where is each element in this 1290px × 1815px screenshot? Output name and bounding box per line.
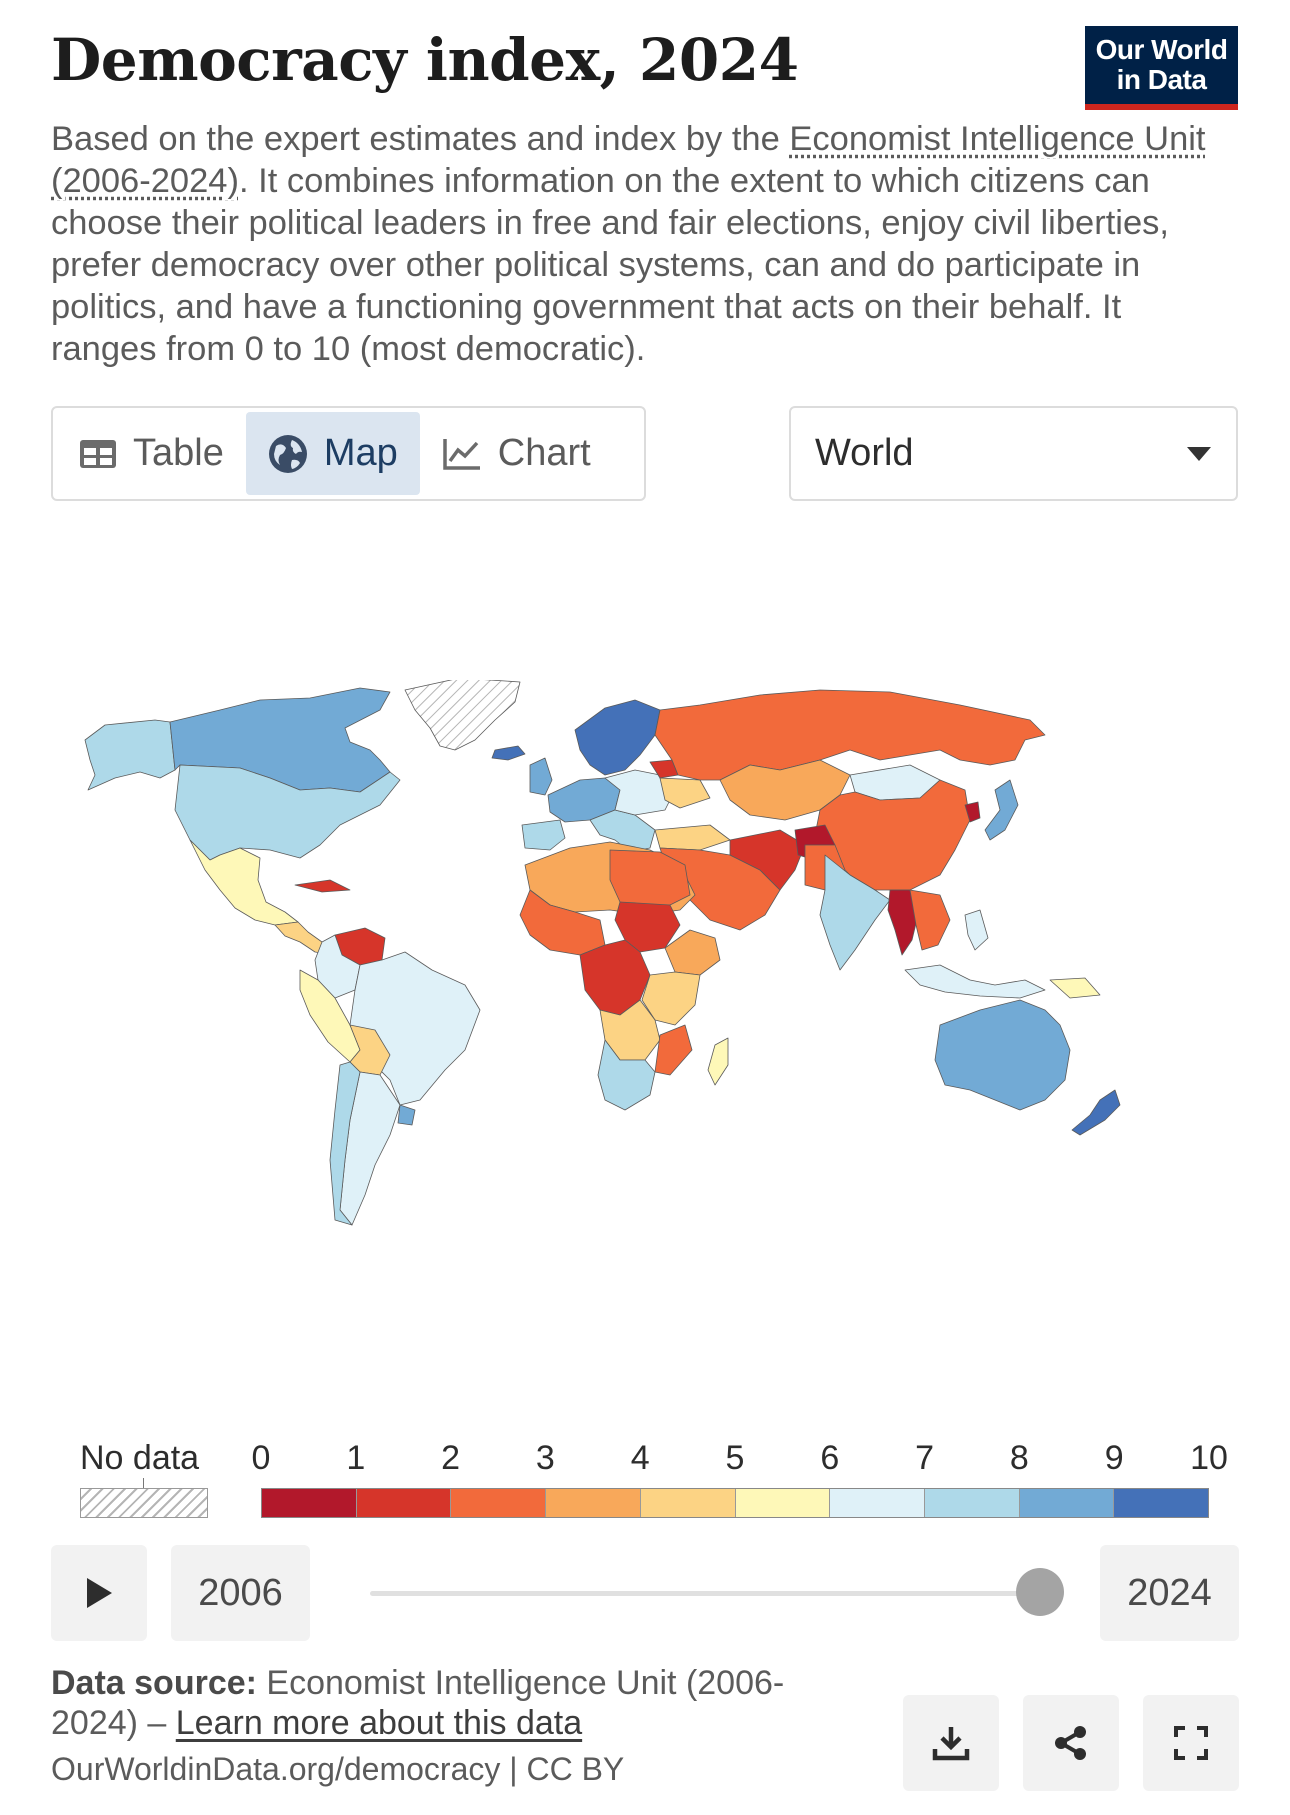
country-ukraine[interactable] [659, 777, 711, 809]
source-link[interactable]: Economist Intelligence Unit (2006-2024) [51, 120, 1206, 200]
scale-bin-4[interactable] [640, 1489, 736, 1517]
play-button[interactable] [51, 1545, 147, 1641]
tab-table[interactable]: Table [57, 412, 246, 495]
share-button[interactable] [1023, 1695, 1119, 1791]
country-new-zealand[interactable] [1071, 1089, 1121, 1136]
country-india[interactable] [819, 854, 891, 971]
scale-bin-1[interactable] [356, 1489, 452, 1517]
scale-tick-label: 3 [535, 1439, 555, 1477]
subtitle-text-1: Based on the expert estimates and index … [51, 120, 790, 158]
world-map[interactable] [60, 680, 1180, 1240]
no-data-tick [143, 1478, 144, 1488]
scale-tick-label: 0 [251, 1439, 271, 1477]
scale-tick-label: 4 [630, 1439, 650, 1477]
data-source: Data source: Economist Intelligence Unit… [51, 1663, 851, 1743]
fullscreen-button[interactable] [1143, 1695, 1239, 1791]
end-year-button[interactable]: 2024 [1100, 1545, 1239, 1641]
scale-tick-label: 10 [1190, 1439, 1228, 1477]
logo-line-1: Our World [1095, 34, 1228, 65]
country-scandinavia[interactable] [574, 699, 661, 776]
color-scale [261, 1488, 1209, 1518]
country-chile[interactable] [329, 1061, 361, 1226]
country-spain[interactable] [521, 819, 566, 851]
country-madagascar[interactable] [707, 1037, 729, 1086]
page-title: Democracy index, 2024 [51, 26, 799, 94]
country-philippines[interactable] [964, 909, 989, 951]
share-icon [1055, 1726, 1086, 1760]
owid-logo[interactable]: Our World in Data [1085, 26, 1238, 110]
view-tabs: Table Map Chart [51, 406, 646, 501]
tab-chart-label: Chart [497, 432, 591, 474]
fullscreen-icon [1174, 1726, 1208, 1760]
tab-map[interactable]: Map [245, 412, 420, 495]
scale-bin-2[interactable] [451, 1489, 547, 1517]
caret-down-icon [1187, 446, 1211, 461]
region-southern-africa[interactable] [597, 1039, 656, 1111]
tab-table-label: Table [133, 432, 224, 474]
region-select-value: World [815, 432, 914, 474]
scale-tick-label: 8 [1009, 1439, 1029, 1477]
globe-icon [268, 434, 307, 473]
scale-bin-6[interactable] [830, 1489, 925, 1517]
country-turkey[interactable] [654, 824, 731, 851]
region-central-africa[interactable] [579, 939, 651, 1016]
country-papua-new-guinea[interactable] [1049, 977, 1101, 999]
country-australia[interactable] [934, 999, 1071, 1111]
country-japan[interactable] [984, 779, 1019, 841]
logo-line-2: in Data [1116, 64, 1207, 95]
region-indonesia[interactable] [904, 964, 1046, 999]
data-source-label: Data source: [51, 1664, 257, 1702]
subtitle-text-2: . It combines information on the extent … [51, 162, 1169, 368]
scale-bin-9[interactable] [1114, 1489, 1209, 1517]
line-chart-icon [443, 438, 480, 470]
country-uk[interactable] [529, 757, 553, 796]
scale-bin-8[interactable] [1019, 1489, 1115, 1517]
timeline-slider-track[interactable] [370, 1591, 1040, 1596]
learn-more-link[interactable]: Learn more about this data [175, 1704, 583, 1742]
country-mozambique[interactable] [654, 1024, 693, 1076]
region-east-africa[interactable] [641, 971, 701, 1026]
logo-accent-bar [1085, 104, 1238, 110]
tab-chart[interactable]: Chart [420, 412, 613, 495]
scale-tick-label: 6 [820, 1439, 840, 1477]
play-icon [87, 1578, 112, 1608]
no-data-label: No data [80, 1439, 200, 1477]
country-ethiopia[interactable] [664, 929, 721, 976]
scale-tick-label: 9 [1104, 1439, 1124, 1477]
country-greenland[interactable] [404, 680, 521, 751]
footer: Data source: Economist Intelligence Unit… [51, 1663, 851, 1789]
country-cuba[interactable] [294, 879, 351, 893]
timeline-controls: 2006 2024 [0, 1545, 1290, 1641]
scale-tick-label: 1 [346, 1439, 366, 1477]
country-iran[interactable] [729, 829, 806, 891]
map-legend: No data 0 1 2 3 4 5 6 7 8 9 10 [0, 1425, 1290, 1525]
download-button[interactable] [903, 1695, 999, 1791]
table-icon [80, 439, 116, 468]
data-source-text: Economist Intelligence Unit (2006-2024) … [51, 1664, 785, 1742]
country-mexico[interactable] [189, 839, 299, 926]
country-alaska[interactable] [84, 719, 176, 791]
scale-tick-label: 5 [725, 1439, 745, 1477]
no-data-swatch[interactable] [80, 1488, 208, 1518]
scale-bin-7[interactable] [924, 1489, 1020, 1517]
download-icon [932, 1727, 970, 1761]
country-sudan[interactable] [614, 901, 681, 953]
country-north-korea[interactable] [964, 801, 981, 823]
subtitle: Based on the expert estimates and index … [51, 118, 1231, 370]
scale-bin-3[interactable] [546, 1489, 641, 1517]
scale-bin-0[interactable] [262, 1489, 357, 1517]
timeline-slider-thumb[interactable] [1016, 1568, 1064, 1616]
country-iceland[interactable] [491, 745, 526, 761]
tab-map-label: Map [323, 432, 398, 474]
region-eastern-europe[interactable] [604, 769, 676, 816]
region-southeast-asia[interactable] [909, 889, 951, 951]
region-select[interactable]: World [789, 406, 1238, 501]
country-russia[interactable] [654, 689, 1046, 781]
start-year-button[interactable]: 2006 [171, 1545, 310, 1641]
scale-tick-label: 7 [915, 1439, 935, 1477]
scale-bin-5[interactable] [735, 1489, 831, 1517]
scale-tick-label: 2 [441, 1439, 461, 1477]
country-uruguay[interactable] [397, 1104, 416, 1126]
citation-url[interactable]: OurWorldinData.org/democracy | CC BY [51, 1751, 625, 1787]
